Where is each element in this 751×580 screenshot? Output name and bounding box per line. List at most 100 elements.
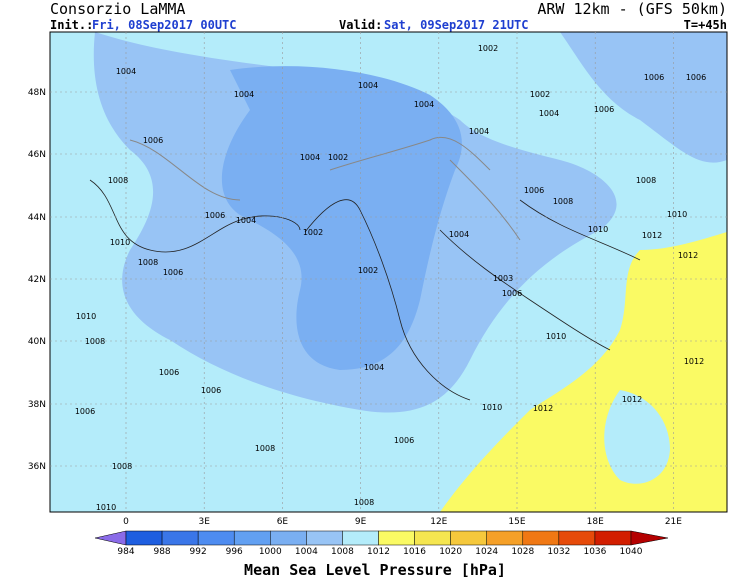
isobar-label: 1008: [85, 337, 105, 346]
isobar-label: 1004: [358, 81, 378, 90]
isobar-label: 1010: [588, 225, 608, 234]
colorbar-box: [270, 530, 307, 546]
isobar-label: 1004: [469, 127, 489, 136]
isobar-label: 1010: [546, 332, 566, 341]
colorbar-label: 996: [226, 547, 243, 557]
isobar-label: 1006: [205, 211, 225, 220]
isobar-label: 1010: [96, 503, 116, 512]
colorbar-label: 1012: [367, 547, 390, 557]
colorbar-label: 1000: [259, 547, 282, 557]
colorbar-box: [378, 530, 415, 546]
shade-1000: [221, 66, 462, 370]
colorbar-box: [414, 530, 451, 546]
colorbar-title: Mean Sea Level Pressure [hPa]: [244, 561, 506, 579]
isobar-label: 1006: [75, 407, 95, 416]
colorbar-max: [630, 530, 669, 546]
isobar-label: 1002: [328, 153, 348, 162]
lon-label: 12E: [430, 517, 447, 527]
colorbar-label: 1016: [403, 547, 426, 557]
lat-label: 40N: [28, 337, 46, 347]
isobar-label: 1006: [163, 268, 183, 277]
isobar-label: 1004: [300, 153, 320, 162]
colorbar-label: 1024: [475, 547, 498, 557]
isobar-label: 1008: [112, 462, 132, 471]
colorbar-label: 1004: [295, 547, 318, 557]
colorbar-label: 1040: [620, 547, 643, 557]
lat-label: 48N: [28, 88, 46, 98]
isobar-label: 1008: [138, 258, 158, 267]
border: [129, 136, 521, 241]
lat-label: 38N: [28, 400, 46, 410]
colorbar-box: [197, 530, 235, 546]
lon-label: 3E: [198, 517, 210, 527]
colorbar-box: [522, 530, 560, 546]
colorbar-label: 1032: [547, 547, 570, 557]
isobar-label: 1006: [524, 186, 544, 195]
isobar-label: 1012: [684, 357, 704, 366]
isobar-label: 1006: [644, 73, 664, 82]
shade-1008-patch: [604, 390, 670, 484]
isobar-label: 1006: [159, 368, 179, 377]
colorbar-box: [125, 530, 163, 546]
isobar-label: 1008: [354, 498, 374, 507]
isobar-label: 1003: [493, 274, 513, 283]
isobar-label: 1010: [667, 210, 687, 219]
lat-label: 46N: [28, 150, 46, 160]
colorbar-box: [486, 530, 524, 546]
colorbar-label: 1008: [331, 547, 354, 557]
model: ARW 12km - (GFS 50km): [537, 0, 727, 18]
lon-label: 21E: [665, 517, 682, 527]
isobar-label: 1004: [364, 363, 384, 372]
isobar-label: 1004: [234, 90, 254, 99]
isobar-label: 1004: [449, 230, 469, 239]
lat-label: 44N: [28, 213, 46, 223]
isobar-label: 1012: [533, 404, 553, 413]
isobar-label: 1006: [143, 136, 163, 145]
lon-label: 0: [123, 517, 129, 527]
isobar-label: 1006: [394, 436, 414, 445]
isobar-label: 1006: [686, 73, 706, 82]
colorbar-label: 992: [190, 547, 207, 557]
isobar-label: 1006: [502, 289, 522, 298]
isobar-label: 1008: [636, 176, 656, 185]
colorbar-label: 1020: [439, 547, 462, 557]
colorbar: 984 988 992 996 1000 1004 1008 1012 1016 1020 1024…: [94, 530, 669, 557]
colorbar-box: [558, 530, 596, 546]
map-frame: [49, 31, 728, 513]
isobar-label: 1012: [642, 231, 662, 240]
lon-label: 18E: [587, 517, 604, 527]
colorbar-box: [233, 530, 271, 546]
isobar-label: 1006: [201, 386, 221, 395]
colorbar-box: [161, 530, 199, 546]
valid-label: Valid:: [339, 18, 382, 32]
isobar-label: 1008: [255, 444, 275, 453]
isobar-label: 1004: [414, 100, 434, 109]
lon-label: 15E: [508, 517, 525, 527]
isobar-label: 1008: [108, 176, 128, 185]
colorbar-min: [94, 530, 127, 546]
isobar-label: 1002: [478, 44, 498, 53]
isobar-label: 1004: [116, 67, 136, 76]
lead-time: T=+45h: [684, 18, 727, 32]
isobar-label: 1012: [622, 395, 642, 404]
colorbar-label: 1036: [583, 547, 606, 557]
lon-label: 9E: [355, 517, 367, 527]
isobar-label: 1010: [110, 238, 130, 247]
colorbar-label: 984: [117, 547, 134, 557]
isobar-label: 1010: [76, 312, 96, 321]
lat-label: 42N: [28, 275, 46, 285]
colorbar-box: [594, 530, 632, 546]
lat-label: 36N: [28, 462, 46, 472]
init-time: Fri, 08Sep2017 00UTC: [92, 18, 237, 32]
isobar-label: 1004: [539, 109, 559, 118]
colorbar-box: [450, 530, 487, 546]
colorbar-label: 1028: [511, 547, 534, 557]
colorbar-label: 988: [153, 547, 170, 557]
colorbar-box: [342, 530, 379, 546]
isobar-label: 1010: [482, 403, 502, 412]
colorbar-box: [306, 530, 343, 546]
institution: Consorzio LaMMA: [50, 0, 185, 18]
isobar-label: 1002: [358, 266, 378, 275]
init-label: Init.:: [50, 18, 93, 32]
